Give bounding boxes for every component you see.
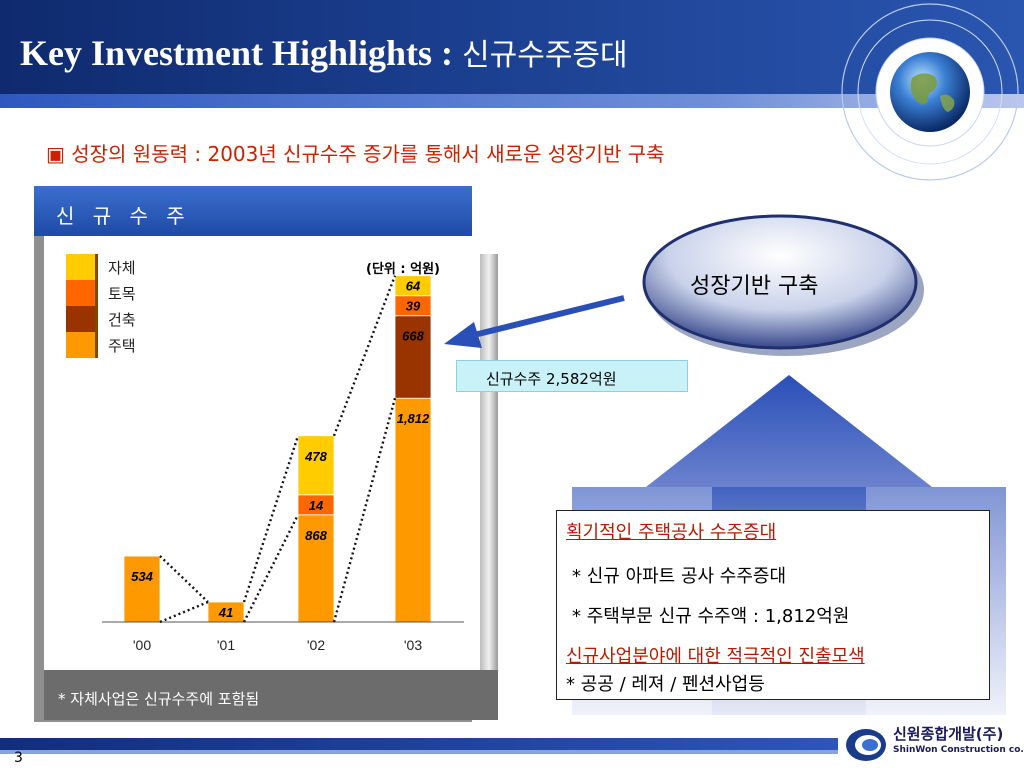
note-box bbox=[44, 670, 498, 720]
chart-panel-heading: 신 규 수 주 bbox=[56, 204, 191, 228]
legend-label: 주택 bbox=[108, 336, 136, 355]
bar-connector-line bbox=[242, 435, 300, 603]
bar-03-자체 bbox=[394, 275, 432, 297]
growth-ellipse-label: 성장기반 구축 bbox=[690, 274, 819, 299]
total-orders-box bbox=[456, 360, 688, 392]
chart-legend: 자체 토목 건축 주택 bbox=[66, 254, 186, 358]
header-bar bbox=[0, 0, 1024, 94]
legend-item: 자체 bbox=[66, 254, 186, 280]
footer-bar-accent bbox=[0, 750, 838, 754]
note-text: * 자체사업은 신규수주에 포함됨 bbox=[58, 690, 260, 708]
bar-connector-line bbox=[332, 397, 397, 623]
data-label: 668 bbox=[402, 329, 424, 344]
legend-swatch-building bbox=[66, 306, 98, 332]
info-item-apartment: * 신규 아파트 공사 수주증대 bbox=[572, 566, 787, 587]
info-heading-new-business: 신규사업분야에 대한 적극적인 진출모색 bbox=[566, 646, 865, 667]
slide-title-en: Key Investment Highlights : bbox=[20, 33, 463, 73]
x-tick-label: '02 bbox=[307, 637, 325, 653]
info-item-public-leisure: * 공공 / 레져 / 펜션사업등 bbox=[566, 674, 765, 695]
bar-connector-line bbox=[159, 600, 209, 624]
legend-label: 자체 bbox=[108, 258, 136, 277]
data-label: 534 bbox=[131, 569, 153, 584]
x-tick-label: '01 bbox=[217, 637, 235, 653]
legend-swatch-civil bbox=[66, 280, 98, 306]
data-label: 1,812 bbox=[397, 411, 430, 426]
page-number: 3 bbox=[14, 750, 23, 766]
data-label: 14 bbox=[309, 498, 324, 513]
data-label: 868 bbox=[305, 528, 327, 543]
legend-swatch-housing bbox=[66, 332, 98, 358]
slide-title: Key Investment Highlights : 신규수주증대 bbox=[20, 30, 628, 74]
data-label: 41 bbox=[218, 605, 233, 620]
legend-label: 토목 bbox=[108, 284, 136, 303]
legend-item: 건축 bbox=[66, 306, 186, 332]
header-stripe bbox=[0, 94, 1024, 108]
slide-title-ko: 신규수주증대 bbox=[462, 38, 628, 73]
company-logo-icon bbox=[846, 729, 886, 761]
legend-label: 건축 bbox=[108, 310, 136, 329]
x-tick-label: '03 bbox=[404, 637, 422, 653]
footer-bar bbox=[0, 738, 838, 750]
chart-unit-label: (단위 : 억원) bbox=[366, 262, 440, 277]
company-name-en: ShinWon Construction co.,Ltd. bbox=[893, 745, 1024, 755]
company-name-ko: 신원종합개발(주) bbox=[893, 725, 1004, 743]
info-heading-housing: 획기적인 주택공사 수주증대 bbox=[566, 522, 777, 543]
legend-swatch-self bbox=[66, 254, 98, 280]
legend-item: 주택 bbox=[66, 332, 186, 358]
info-item-housing-amount: * 주택부문 신규 수주액 : 1,812억원 bbox=[572, 606, 850, 627]
data-label: 39 bbox=[406, 299, 421, 314]
growth-ellipse bbox=[642, 214, 924, 356]
bar-02-주택 bbox=[297, 514, 335, 623]
slide-subtitle: ▣ 성장의 원동력 : 2003년 신규수주 증가를 통해서 새로운 성장기반 … bbox=[46, 142, 665, 166]
chart-panel-header bbox=[34, 186, 472, 236]
bar-00-주택 bbox=[123, 555, 161, 623]
bar-03-주택 bbox=[394, 397, 432, 623]
x-tick-label: '00 bbox=[133, 637, 151, 653]
data-label: 64 bbox=[406, 279, 421, 294]
chart-side-bar bbox=[480, 254, 498, 670]
bar-connector-line bbox=[332, 275, 397, 437]
legend-item: 토목 bbox=[66, 280, 186, 306]
pointer-arrow-icon bbox=[444, 295, 625, 348]
bar-03-건축 bbox=[394, 315, 432, 399]
bar-connector-line bbox=[242, 514, 300, 623]
info-box bbox=[556, 510, 990, 700]
globe-icon bbox=[841, 3, 1019, 181]
bar-02-자체 bbox=[297, 435, 335, 496]
bar-connector-line bbox=[159, 555, 209, 603]
total-orders-label: 신규수주 2,582억원 bbox=[486, 370, 617, 388]
data-label: 478 bbox=[304, 449, 327, 464]
